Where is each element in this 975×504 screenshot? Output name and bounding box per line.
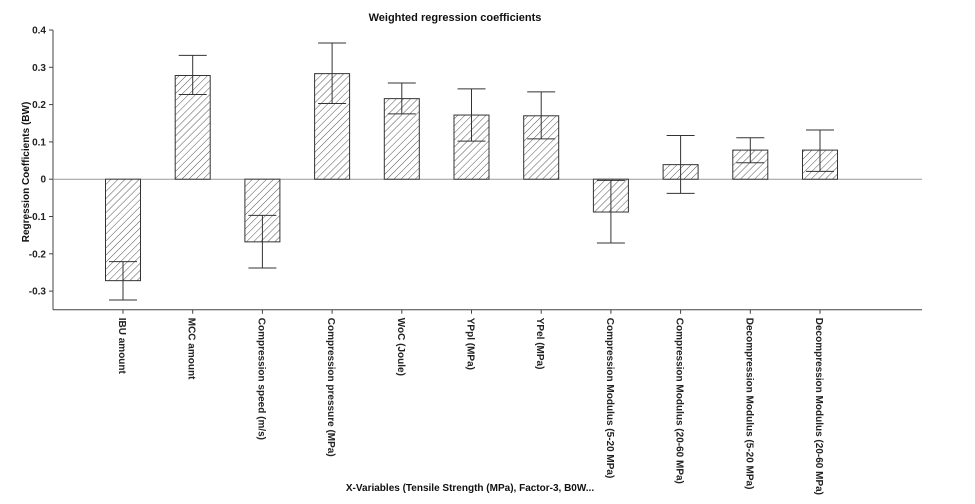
y-tick-label: 0.2	[32, 100, 46, 111]
category-label: WoC (Joule)	[395, 318, 406, 376]
category-label: Compression Modulus (20-60 MPa)	[674, 318, 685, 484]
x-axis-title: X-Variables (Tensile Strength (MPa), Fac…	[346, 483, 594, 494]
category-label: Decompression Modulus (5-20 MPa)	[743, 318, 754, 490]
y-axis-title: Regression Coefficients (BW)	[21, 102, 32, 243]
y-tick-label: 0	[40, 175, 46, 186]
y-tick-label: 0.1	[32, 137, 46, 148]
category-label: YPel (MPa)	[534, 318, 545, 370]
y-tick-label: -0.3	[29, 287, 47, 298]
y-tick-label: -0.1	[29, 212, 47, 223]
y-tick-label: 0.3	[32, 63, 46, 74]
category-label: Decompression Modulus (20-60 MPa)	[813, 318, 824, 495]
plot-area: -0.3 -0.2 -0.1 0 0.1 0.2 0.3 0.4 IBU amount MCC a…	[29, 26, 922, 495]
category-label: IBU amount	[116, 318, 127, 375]
category-label: Compression Modulus (5-20 MPa)	[604, 318, 615, 479]
category-label: MCC amount	[186, 318, 197, 380]
y-tick-label: -0.2	[29, 249, 47, 260]
category-label: Compression pressure (MPa)	[325, 318, 336, 457]
category-label: Compression speed (m/s)	[255, 318, 266, 440]
category-label: YPpl (MPa)	[465, 318, 476, 370]
chart-title: Weighted regression coefficients	[369, 12, 542, 24]
y-tick-label: 0.4	[32, 26, 46, 37]
